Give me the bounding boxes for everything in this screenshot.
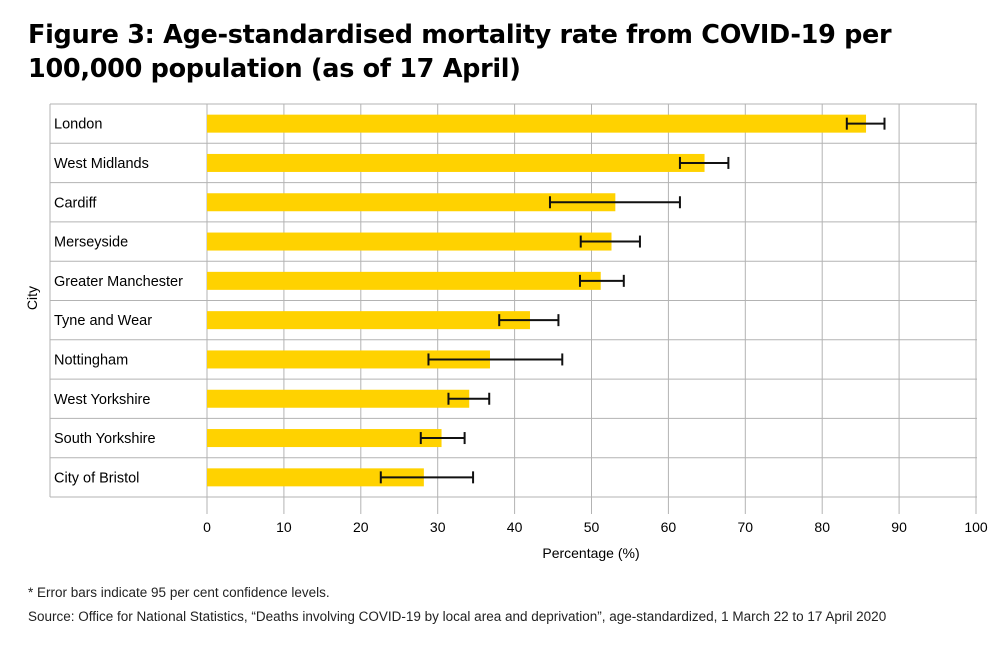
x-tick-label: 80 [814, 519, 830, 535]
error-bar-layer [379, 117, 886, 484]
bar [207, 193, 616, 212]
category-label: Merseyside [54, 235, 128, 251]
bar [207, 232, 612, 251]
category-label: City of Bristol [54, 470, 139, 486]
category-label: Cardiff [54, 195, 97, 211]
y-axis-label: City [24, 286, 40, 310]
category-label: Nottingham [54, 352, 128, 368]
category-label: West Midlands [54, 156, 149, 172]
category-label: South Yorkshire [54, 431, 156, 447]
x-axis-label: Percentage (%) [542, 545, 639, 561]
bar [207, 311, 530, 330]
x-tick-label: 10 [276, 519, 292, 535]
footnote: * Error bars indicate 95 per cent confid… [28, 585, 330, 600]
category-label: West Yorkshire [54, 392, 150, 408]
x-tick-label: 100 [964, 519, 988, 535]
bar-layer [207, 114, 867, 487]
category-label: London [54, 117, 102, 133]
grid-layer [49, 103, 977, 514]
category-label: Greater Manchester [54, 274, 183, 290]
bar [207, 153, 705, 172]
source-note: Source: Office for National Statistics, … [28, 609, 887, 624]
chart-title: Figure 3: Age-standardised mortality rat… [28, 20, 892, 84]
bar [207, 429, 442, 448]
label-layer: 0 10 20 30 40 50 60 70 80 90 100 London West Midland… [54, 117, 988, 535]
x-tick-label: 50 [584, 519, 600, 535]
bar [207, 468, 424, 487]
bar [207, 114, 867, 133]
x-tick-label: 30 [430, 519, 446, 535]
x-tick-label: 20 [353, 519, 369, 535]
x-tick-label: 90 [891, 519, 907, 535]
bar [207, 271, 601, 290]
x-tick-label: 70 [738, 519, 754, 535]
category-label: Tyne and Wear [54, 313, 152, 329]
x-tick-label: 0 [203, 519, 211, 535]
x-tick-label: 40 [507, 519, 523, 535]
x-tick-label: 60 [661, 519, 677, 535]
bar [207, 389, 470, 408]
bar [207, 350, 490, 369]
